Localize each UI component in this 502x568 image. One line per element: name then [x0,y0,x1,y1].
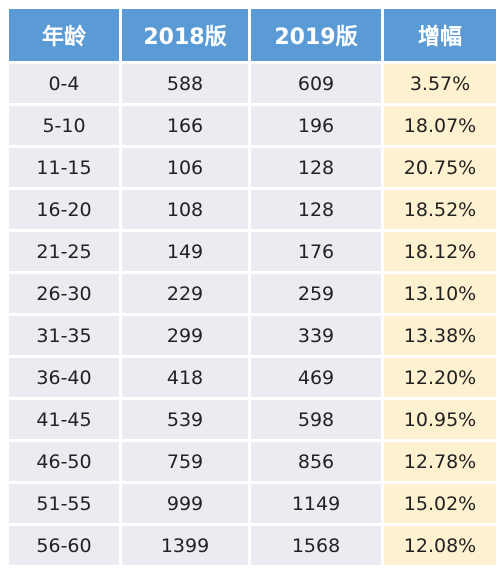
cell-increase: 15.02% [384,484,496,523]
cell-2018: 999 [122,484,248,523]
table-row: 56-60 1399 1568 12.08% [9,526,496,565]
header-row: 年龄 2018版 2019版 增幅 [9,9,496,61]
premium-comparison-table: 年龄 2018版 2019版 增幅 0-4 588 609 3.57% 5-10… [6,6,499,568]
table-row: 11-15 106 128 20.75% [9,148,496,187]
cell-age: 41-45 [9,400,119,439]
cell-increase: 18.52% [384,190,496,229]
cell-2019: 128 [251,190,381,229]
cell-increase: 20.75% [384,148,496,187]
cell-2019: 339 [251,316,381,355]
table-row: 26-30 229 259 13.10% [9,274,496,313]
cell-age: 56-60 [9,526,119,565]
cell-age: 5-10 [9,106,119,145]
cell-age: 0-4 [9,64,119,103]
table-row: 0-4 588 609 3.57% [9,64,496,103]
table-row: 16-20 108 128 18.52% [9,190,496,229]
cell-age: 31-35 [9,316,119,355]
cell-increase: 18.12% [384,232,496,271]
header-age: 年龄 [9,9,119,61]
cell-2018: 106 [122,148,248,187]
cell-2019: 609 [251,64,381,103]
cell-age: 36-40 [9,358,119,397]
cell-age: 26-30 [9,274,119,313]
cell-2018: 299 [122,316,248,355]
table-row: 31-35 299 339 13.38% [9,316,496,355]
cell-2018: 1399 [122,526,248,565]
cell-age: 51-55 [9,484,119,523]
cell-2018: 149 [122,232,248,271]
cell-age: 16-20 [9,190,119,229]
cell-2018: 229 [122,274,248,313]
cell-2019: 196 [251,106,381,145]
cell-increase: 12.20% [384,358,496,397]
cell-2019: 856 [251,442,381,481]
cell-increase: 13.38% [384,316,496,355]
table-row: 36-40 418 469 12.20% [9,358,496,397]
cell-2019: 176 [251,232,381,271]
table-row: 51-55 999 1149 15.02% [9,484,496,523]
table-row: 41-45 539 598 10.95% [9,400,496,439]
cell-2019: 1568 [251,526,381,565]
cell-2019: 1149 [251,484,381,523]
table-row: 5-10 166 196 18.07% [9,106,496,145]
header-2018-version: 2018版 [122,9,248,61]
cell-increase: 12.08% [384,526,496,565]
cell-increase: 18.07% [384,106,496,145]
cell-increase: 3.57% [384,64,496,103]
cell-2018: 108 [122,190,248,229]
cell-2019: 259 [251,274,381,313]
cell-increase: 13.10% [384,274,496,313]
cell-2018: 418 [122,358,248,397]
cell-2018: 166 [122,106,248,145]
cell-2018: 588 [122,64,248,103]
cell-increase: 12.78% [384,442,496,481]
cell-age: 21-25 [9,232,119,271]
table-row: 46-50 759 856 12.78% [9,442,496,481]
header-increase: 增幅 [384,9,496,61]
cell-age: 46-50 [9,442,119,481]
cell-2019: 128 [251,148,381,187]
header-2019-version: 2019版 [251,9,381,61]
cell-2019: 598 [251,400,381,439]
cell-increase: 10.95% [384,400,496,439]
cell-2019: 469 [251,358,381,397]
cell-2018: 759 [122,442,248,481]
table-row: 21-25 149 176 18.12% [9,232,496,271]
cell-2018: 539 [122,400,248,439]
cell-age: 11-15 [9,148,119,187]
